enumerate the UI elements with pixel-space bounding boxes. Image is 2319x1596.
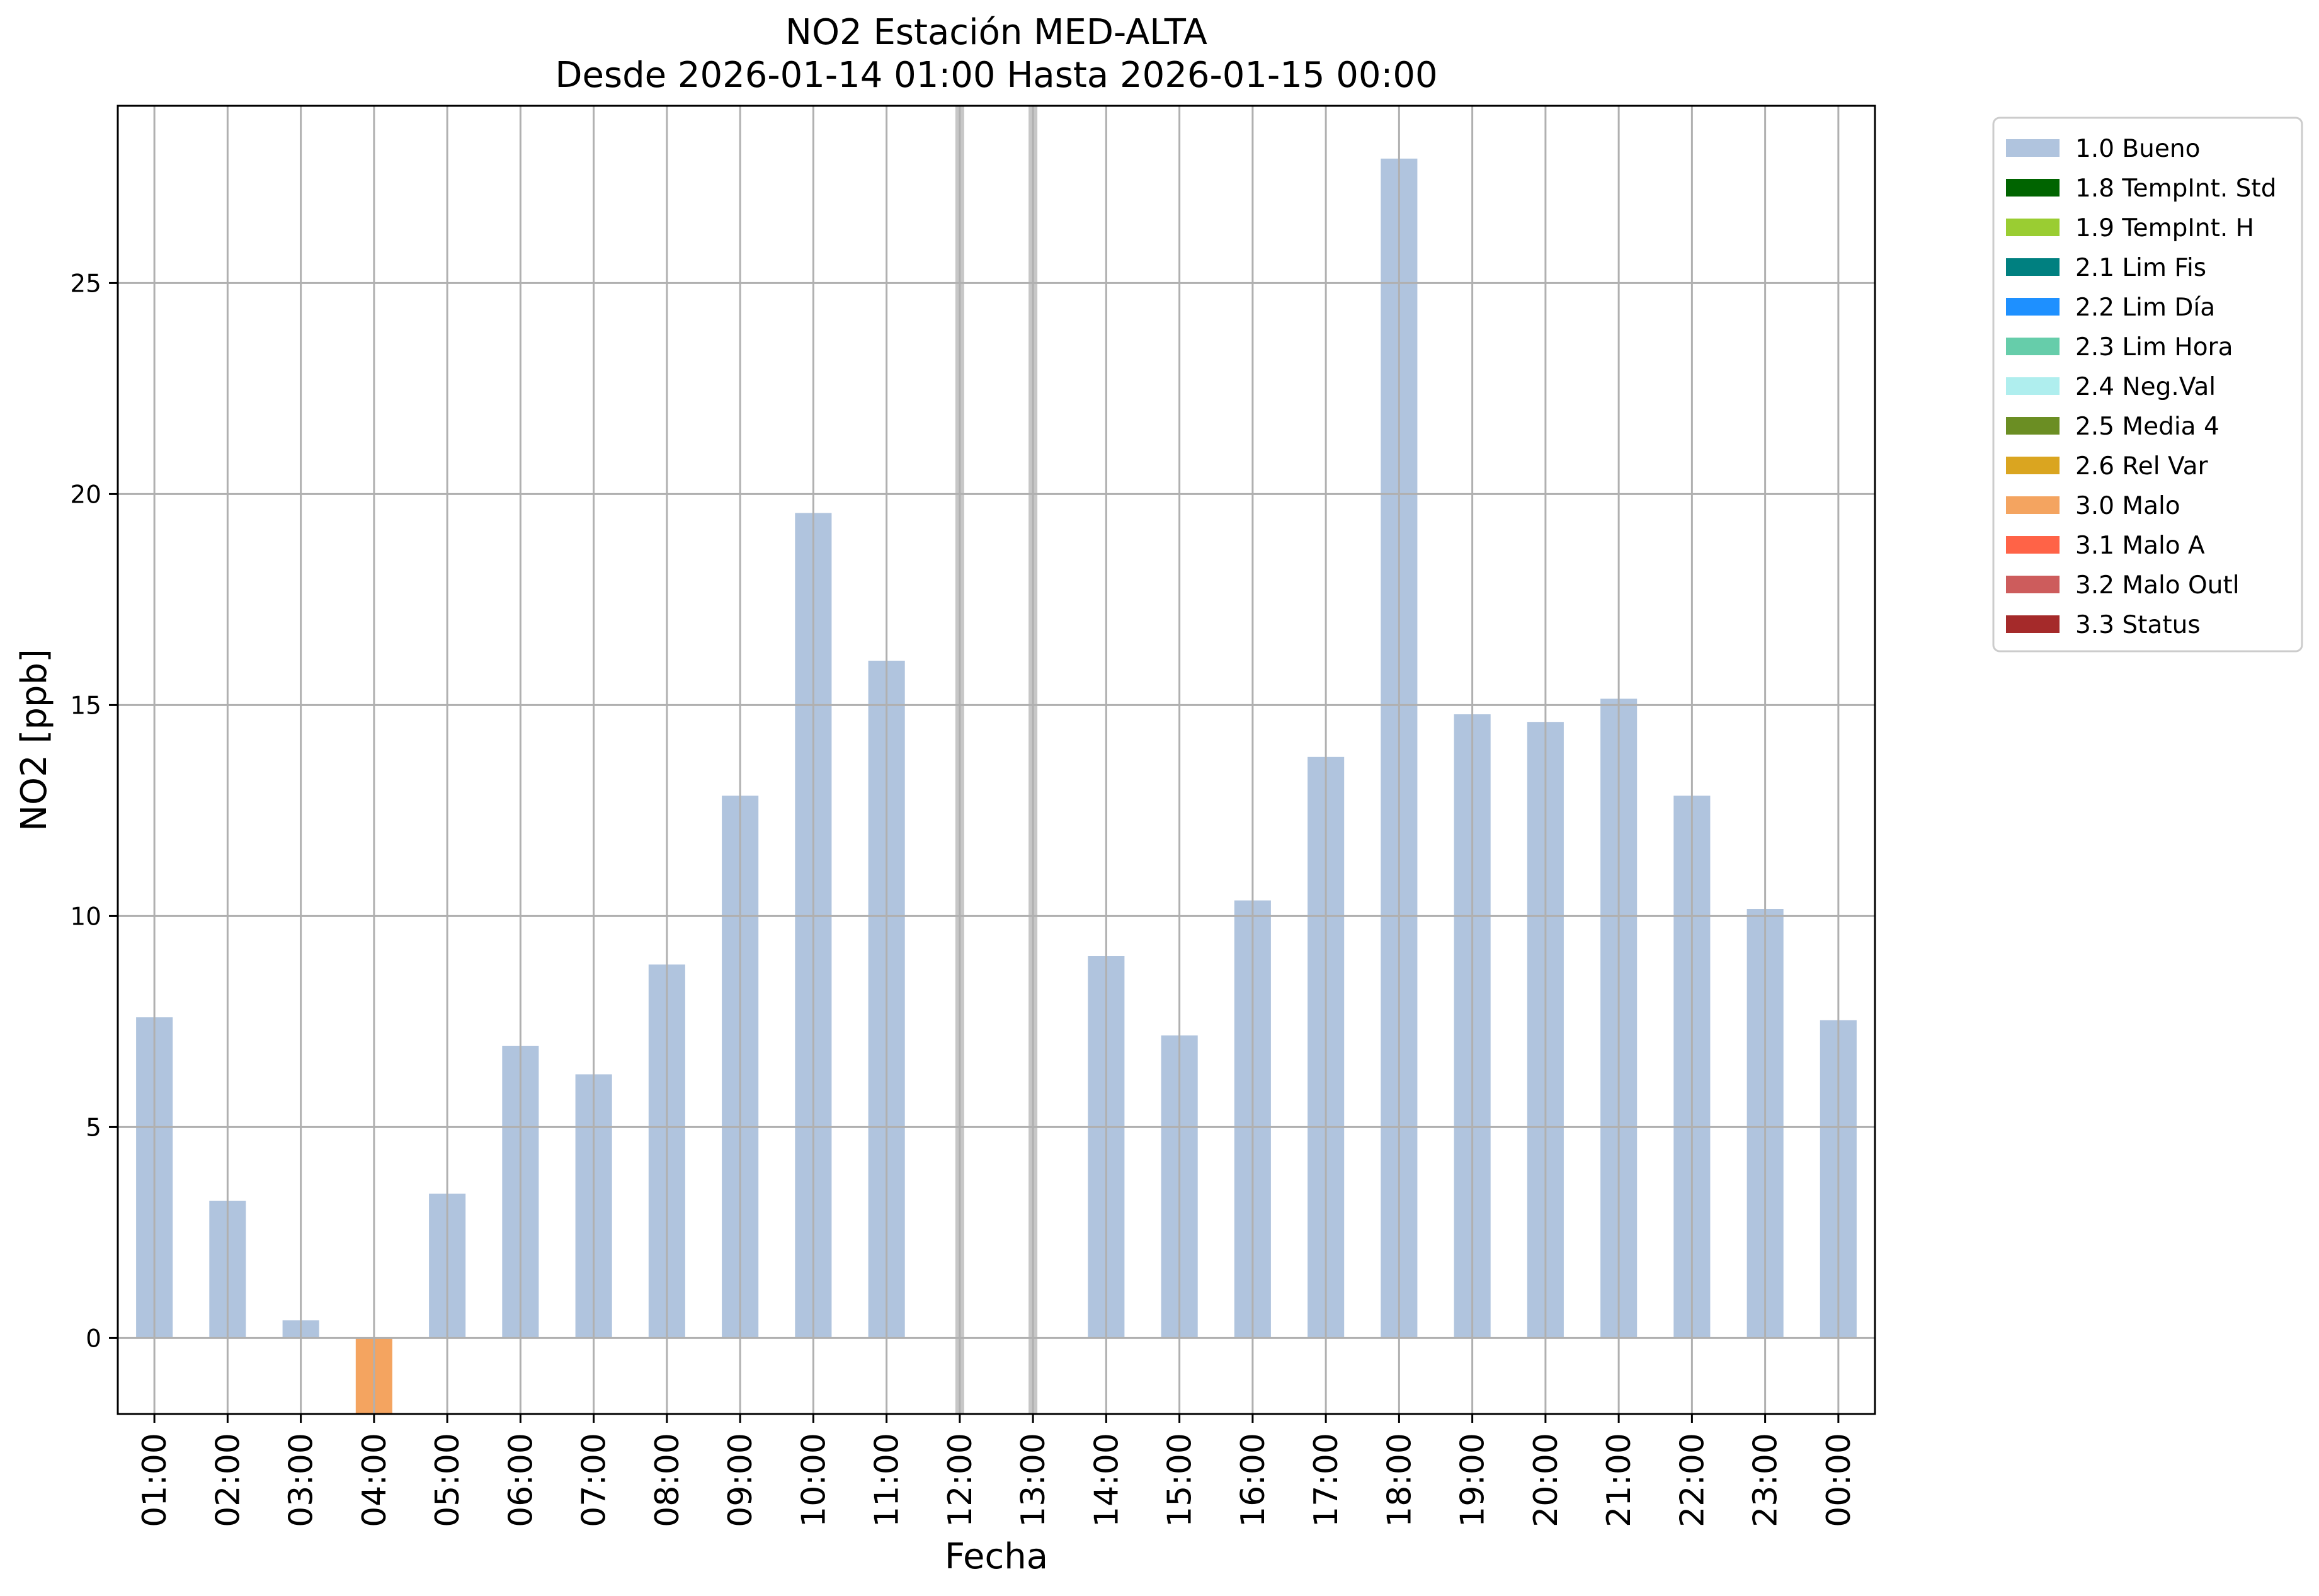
x-tick-label: 14:00 — [1088, 1433, 1125, 1527]
legend-label: 2.5 Media 4 — [2075, 413, 2219, 441]
plot-background — [118, 106, 1875, 1414]
y-tick-label: 5 — [86, 1114, 101, 1142]
y-tick-label: 20 — [70, 481, 101, 509]
x-tick-label: 13:00 — [1015, 1433, 1052, 1527]
y-tick-label: 15 — [70, 692, 101, 720]
x-tick-label: 02:00 — [209, 1433, 247, 1527]
legend-swatch — [2006, 457, 2060, 474]
x-tick-label: 17:00 — [1308, 1433, 1345, 1527]
x-tick-label: 05:00 — [429, 1433, 467, 1527]
y-axis-label: NO2 [ppb] — [14, 649, 55, 831]
x-tick-label: 12:00 — [942, 1433, 979, 1527]
legend-swatch — [2006, 298, 2060, 316]
y-tick-label: 0 — [86, 1325, 101, 1353]
legend-label: 3.1 Malo A — [2075, 532, 2205, 560]
legend-label: 1.8 TempInt. Std — [2075, 174, 2276, 203]
x-tick-label: 15:00 — [1161, 1433, 1199, 1527]
x-tick-label: 23:00 — [1747, 1433, 1785, 1527]
x-axis-label: Fecha — [945, 1536, 1048, 1577]
x-tick-label: 21:00 — [1600, 1433, 1638, 1527]
x-tick-label: 10:00 — [795, 1433, 833, 1527]
plot-area: 0 5 10 15 20 25 01:00 02:00 03:00 04:00 05:00 06:00… — [70, 105, 1876, 1527]
x-tick-label: 04:00 — [356, 1433, 394, 1527]
x-tick-label: 22:00 — [1673, 1433, 1711, 1527]
x-tick-label: 00:00 — [1820, 1433, 1858, 1527]
legend-label: 2.3 Lim Hora — [2075, 333, 2233, 362]
legend-box — [1992, 117, 2303, 653]
chart-title: NO2 Estación MED-ALTA — [785, 12, 1207, 53]
x-tick-label: 19:00 — [1454, 1433, 1492, 1527]
x-tick-label: 06:00 — [502, 1433, 540, 1527]
legend-swatch — [2006, 179, 2060, 197]
legend-label: 2.4 Neg.Val — [2075, 373, 2216, 401]
x-tick-label: 18:00 — [1381, 1433, 1418, 1527]
legend-swatch — [2006, 496, 2060, 514]
x-tick-label: 11:00 — [869, 1433, 906, 1527]
legend-swatch — [2006, 615, 2060, 633]
x-tick-label: 16:00 — [1234, 1433, 1272, 1527]
legend-label: 2.1 Lim Fis — [2075, 254, 2206, 282]
legend-swatch — [2006, 536, 2060, 554]
x-tick-label: 20:00 — [1527, 1433, 1565, 1527]
legend-label: 3.3 Status — [2075, 611, 2201, 639]
legend-label: 2.6 Rel Var — [2075, 452, 2209, 481]
x-tick-label: 03:00 — [283, 1433, 321, 1527]
y-tick-label: 25 — [70, 270, 101, 298]
legend-swatch — [2006, 258, 2060, 276]
chart-subtitle: Desde 2026-01-14 01:00 Hasta 2026-01-15 … — [555, 55, 1437, 96]
x-tick-label: 07:00 — [576, 1433, 613, 1527]
legend-label: 2.2 Lim Día — [2075, 294, 2215, 322]
x-tick-label: 08:00 — [649, 1433, 687, 1527]
legend-swatch — [2006, 338, 2060, 355]
legend-label: 1.0 Bueno — [2075, 135, 2200, 163]
plot-frame — [117, 105, 1876, 1415]
legend-swatch — [2006, 417, 2060, 435]
legend-swatch — [2006, 576, 2060, 593]
legend-label: 3.0 Malo — [2075, 492, 2180, 520]
legend-swatch — [2006, 219, 2060, 236]
legend-label: 1.9 TempInt. H — [2075, 214, 2254, 242]
legend-swatch — [2006, 377, 2060, 395]
legend: 1.0 Bueno 1.8 TempInt. Std 1.9 TempInt. H 2… — [1992, 117, 2303, 653]
legend-label: 3.2 Malo Outl — [2075, 571, 2240, 600]
x-tick-label: 09:00 — [722, 1433, 760, 1527]
x-tick-label: 01:00 — [136, 1433, 174, 1527]
y-tick-label: 10 — [70, 903, 101, 931]
legend-swatch — [2006, 139, 2060, 157]
